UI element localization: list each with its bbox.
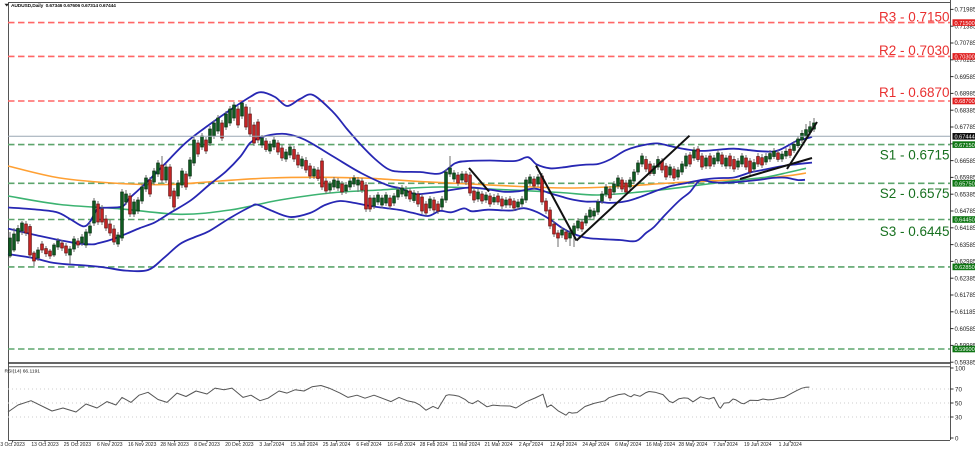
- svg-text:0.64785: 0.64785: [955, 209, 975, 215]
- svg-text:R3 - 0.7150: R3 - 0.7150: [879, 9, 950, 24]
- svg-text:15 Jan 2024: 15 Jan 2024: [290, 442, 318, 448]
- svg-text:28 Feb 2024: 28 Feb 2024: [420, 442, 448, 448]
- svg-text:0.65385: 0.65385: [955, 192, 975, 198]
- svg-text:0.71500: 0.71500: [955, 21, 975, 27]
- svg-text:2 Apr 2024: 2 Apr 2024: [519, 442, 543, 448]
- svg-text:0.61185: 0.61185: [955, 310, 975, 316]
- svg-text:0.67785: 0.67785: [955, 125, 975, 131]
- svg-text:16 Feb 2024: 16 Feb 2024: [387, 442, 415, 448]
- svg-text:S2 - 0.6575: S2 - 0.6575: [880, 186, 950, 201]
- svg-text:0.65985: 0.65985: [955, 176, 975, 182]
- svg-text:0.59600: 0.59600: [955, 347, 975, 353]
- svg-text:16 Nov 2023: 16 Nov 2023: [128, 442, 157, 448]
- svg-text:0.61785: 0.61785: [955, 293, 975, 299]
- svg-text:0.64185: 0.64185: [955, 226, 975, 232]
- svg-text:6 Feb 2024: 6 Feb 2024: [356, 442, 382, 448]
- svg-text:28 Nov 2023: 28 Nov 2023: [160, 442, 189, 448]
- svg-text:0.70300: 0.70300: [955, 55, 975, 61]
- svg-text:0.60585: 0.60585: [955, 327, 975, 333]
- svg-text:13 Oct 2023: 13 Oct 2023: [31, 442, 58, 448]
- svg-text:24 Apr 2024: 24 Apr 2024: [582, 442, 609, 448]
- svg-text:0.68700: 0.68700: [955, 99, 975, 105]
- svg-text:30: 30: [955, 414, 962, 421]
- svg-text:0.70185: 0.70185: [955, 58, 975, 64]
- svg-text:0.59385: 0.59385: [955, 360, 975, 366]
- svg-text:0.66585: 0.66585: [955, 159, 975, 165]
- svg-text:11 Mar 2024: 11 Mar 2024: [452, 442, 480, 448]
- svg-text:25 Oct 2023: 25 Oct 2023: [64, 442, 91, 448]
- svg-text:0.69585: 0.69585: [955, 75, 975, 81]
- svg-text:0.67150: 0.67150: [955, 143, 975, 149]
- svg-text:0: 0: [955, 435, 959, 442]
- svg-text:12 Apr 2024: 12 Apr 2024: [550, 442, 577, 448]
- svg-text:0.62385: 0.62385: [955, 276, 975, 282]
- svg-text:0.68385: 0.68385: [955, 108, 975, 114]
- svg-text:20 Dec 2023: 20 Dec 2023: [225, 442, 254, 448]
- svg-text:0.62850: 0.62850: [955, 265, 975, 271]
- svg-text:28 May 2024: 28 May 2024: [679, 442, 708, 448]
- svg-text:AUDUSD,Daily 0.67346 0.67606: AUDUSD,Daily 0.67346 0.67606 0.67314 0.6…: [11, 3, 116, 9]
- svg-text:RSI(14) 66.1191: RSI(14) 66.1191: [5, 369, 41, 375]
- svg-text:3 Oct 2023: 3 Oct 2023: [0, 442, 25, 448]
- svg-text:0.62985: 0.62985: [955, 260, 975, 266]
- svg-text:0.67444: 0.67444: [955, 135, 975, 141]
- svg-text:6 Nov 2023: 6 Nov 2023: [97, 442, 123, 448]
- svg-text:6 May 2024: 6 May 2024: [615, 442, 641, 448]
- svg-text:0.63585: 0.63585: [955, 243, 975, 249]
- svg-text:1 Jul 2024: 1 Jul 2024: [779, 442, 802, 448]
- svg-text:3 Jan 2024: 3 Jan 2024: [259, 442, 284, 448]
- svg-text:0.71385: 0.71385: [955, 24, 975, 30]
- svg-text:R2 - 0.7030: R2 - 0.7030: [879, 43, 950, 58]
- svg-text:0.65750: 0.65750: [955, 182, 975, 188]
- svg-text:0.70785: 0.70785: [955, 41, 975, 47]
- svg-text:70: 70: [955, 386, 962, 393]
- svg-text:R1 - 0.6870: R1 - 0.6870: [879, 85, 950, 100]
- svg-text:19 Jun 2024: 19 Jun 2024: [744, 442, 772, 448]
- svg-text:25 Jan 2024: 25 Jan 2024: [323, 442, 351, 448]
- svg-text:0.68985: 0.68985: [955, 92, 975, 98]
- svg-text:100: 100: [955, 365, 966, 372]
- svg-text:21 Mar 2024: 21 Mar 2024: [485, 442, 513, 448]
- svg-text:8 Dec 2023: 8 Dec 2023: [194, 442, 220, 448]
- svg-text:S1 - 0.6715: S1 - 0.6715: [880, 148, 950, 163]
- svg-text:50: 50: [955, 400, 962, 407]
- svg-text:0.71985: 0.71985: [955, 8, 975, 14]
- svg-text:S3 - 0.6445: S3 - 0.6445: [880, 224, 950, 239]
- svg-text:0.64450: 0.64450: [955, 218, 975, 224]
- svg-text:16 May 2024: 16 May 2024: [646, 442, 675, 448]
- svg-text:7 Jun 2024: 7 Jun 2024: [713, 442, 738, 448]
